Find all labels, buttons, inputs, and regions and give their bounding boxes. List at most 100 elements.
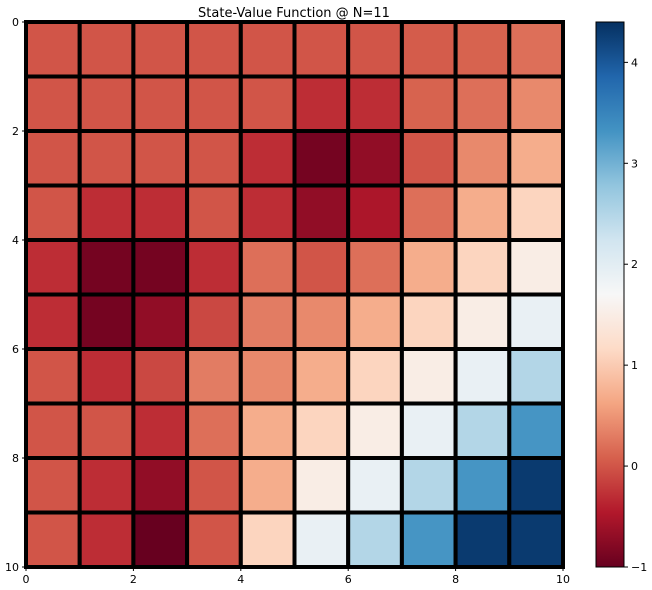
colorbar: −1 0 1 2 3 4: [595, 21, 647, 574]
heatmap-cell: [399, 74, 458, 133]
heatmap-cell: [24, 401, 82, 460]
heatmap-cell: [77, 510, 136, 569]
heatmap-cell: [77, 238, 136, 297]
heatmap-cell: [131, 20, 190, 79]
heatmap-cell: [399, 347, 458, 406]
heatmap-cell: [507, 183, 565, 242]
y-tick-label: 0: [12, 16, 19, 29]
heatmap-cell: [77, 74, 136, 133]
heatmap-cell: [238, 129, 297, 188]
heatmap-cell: [453, 238, 512, 297]
heatmap-cell: [346, 510, 404, 569]
colorbar-tick-label: −1: [631, 561, 647, 574]
heatmap-cell: [131, 292, 190, 351]
heatmap-cell: [131, 347, 190, 406]
heatmap-cell: [292, 238, 351, 297]
heatmap-cell: [399, 456, 458, 515]
heatmap-cell: [77, 129, 136, 188]
x-tick-label: 0: [23, 573, 30, 586]
heatmap-cell: [131, 129, 190, 188]
heatmap-cell: [131, 183, 190, 242]
heatmap-axes: 0 2 4 6 8 10 0 2 4 6 8 10: [5, 16, 570, 586]
heatmap-cell: [238, 74, 297, 133]
heatmap-cell: [131, 510, 190, 569]
colorbar-tick-label: 1: [631, 359, 638, 372]
heatmap-cell: [24, 510, 82, 569]
heatmap-cell: [399, 510, 458, 569]
heatmap-cell: [453, 456, 512, 515]
colorbar-gradient: [595, 21, 625, 568]
x-tick-label: 4: [237, 573, 244, 586]
x-tick-label: 8: [452, 573, 459, 586]
heatmap-cell: [507, 129, 565, 188]
heatmap-cell: [507, 238, 565, 297]
heatmap-cell: [346, 20, 404, 79]
heatmap-cell: [185, 238, 243, 297]
heatmap-cell: [453, 20, 512, 79]
heatmap-cell: [185, 456, 243, 515]
heatmap-cell: [131, 456, 190, 515]
heatmap-cell: [185, 129, 243, 188]
y-tick-label: 8: [12, 452, 19, 465]
heatmap-cell: [292, 347, 351, 406]
heatmap-cell: [453, 74, 512, 133]
heatmap-cell: [507, 456, 565, 515]
y-tick-label: 6: [12, 343, 19, 356]
heatmap-cell: [453, 347, 512, 406]
plot-frame: [25, 21, 564, 568]
colorbar-tick-label: 3: [631, 157, 638, 170]
heatmap-cell: [507, 347, 565, 406]
heatmap-cell: [346, 238, 404, 297]
heatmap-cell: [399, 238, 458, 297]
heatmap-cell: [346, 456, 404, 515]
heatmap-cell: [238, 20, 297, 79]
heatmap-cell: [185, 74, 243, 133]
heatmap-cell: [399, 129, 458, 188]
heatmap-cell: [77, 183, 136, 242]
heatmap-cell: [185, 510, 243, 569]
y-tick-label: 4: [12, 234, 19, 247]
heatmap-cell: [453, 401, 512, 460]
heatmap-cell: [453, 183, 512, 242]
heatmap-cell: [346, 129, 404, 188]
heatmap-cell: [346, 292, 404, 351]
heatmap-cell: [24, 456, 82, 515]
heatmap-cell: [507, 20, 565, 79]
heatmap-cell: [346, 183, 404, 242]
heatmap-cell: [453, 292, 512, 351]
heatmap-cell: [238, 510, 297, 569]
heatmap-cells: [24, 20, 565, 569]
x-tick-label: 6: [345, 573, 352, 586]
heatmap-cell: [185, 347, 243, 406]
heatmap-cell: [292, 510, 351, 569]
heatmap-cell: [399, 20, 458, 79]
heatmap-cell: [238, 401, 297, 460]
heatmap-cell: [292, 456, 351, 515]
heatmap-cell: [77, 20, 136, 79]
colorbar-tick-label: 4: [631, 56, 638, 69]
heatmap-cell: [24, 129, 82, 188]
heatmap-cell: [238, 238, 297, 297]
heatmap-cell: [238, 456, 297, 515]
heatmap-cell: [292, 74, 351, 133]
heatmap-cell: [185, 292, 243, 351]
heatmap-cell: [346, 401, 404, 460]
heatmap-cell: [24, 183, 82, 242]
heatmap-cell: [185, 401, 243, 460]
heatmap-cell: [131, 401, 190, 460]
heatmap-cell: [185, 20, 243, 79]
heatmap-cell: [24, 238, 82, 297]
heatmap-cell: [24, 292, 82, 351]
heatmap-cell: [292, 292, 351, 351]
x-tick-label: 2: [130, 573, 137, 586]
heatmap-cell: [238, 292, 297, 351]
heatmap-cell: [77, 401, 136, 460]
heatmap-cell: [507, 74, 565, 133]
heatmap-cell: [131, 238, 190, 297]
heatmap-cell: [77, 292, 136, 351]
heatmap-cell: [507, 292, 565, 351]
heatmap-cell: [24, 347, 82, 406]
heatmap-cell: [346, 74, 404, 133]
heatmap-cell: [507, 510, 565, 569]
